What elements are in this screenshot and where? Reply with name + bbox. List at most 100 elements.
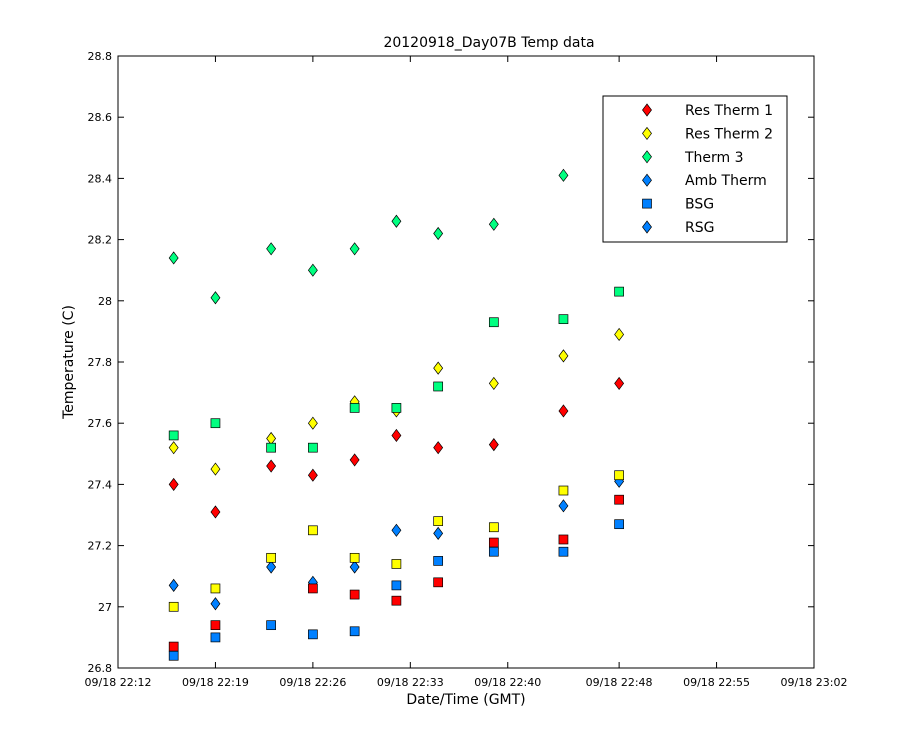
x-axis-title: Date/Time (GMT) [406, 692, 525, 708]
legend-marker [642, 103, 652, 117]
data-point [210, 620, 221, 631]
data-point [308, 583, 318, 594]
data-point [307, 416, 318, 430]
data-point [391, 595, 402, 606]
data-point [558, 314, 569, 325]
data-point [266, 459, 277, 473]
data-point [266, 620, 276, 631]
y-tick-label: 27.2 [88, 540, 113, 553]
legend-marker [642, 198, 652, 209]
legend: Res Therm 1 Res Therm 2 Therm 3 Amb Therm BS… [602, 95, 788, 243]
y-tick-label: 28.6 [88, 111, 113, 124]
legend-label: Res Therm 1 [685, 103, 773, 119]
data-point [349, 560, 360, 574]
legend-marker [642, 220, 652, 234]
x-tick-labels: 09/18 22:12 09/18 22:19 09/18 22:26 09/18 2… [85, 676, 848, 689]
axis-ticks [117, 55, 815, 669]
data-point [308, 629, 318, 640]
data-point [558, 499, 569, 513]
y-tick-label: 28.8 [88, 50, 113, 63]
data-point [391, 214, 402, 228]
data-point [210, 505, 221, 519]
data-point [433, 381, 444, 392]
data-point [210, 462, 221, 476]
data-point [614, 519, 624, 530]
x-tick-label: 09/18 22:55 [683, 676, 750, 689]
data-point [391, 403, 402, 413]
legend-label: BSG [685, 197, 714, 213]
data-point [210, 597, 221, 611]
data-point [488, 217, 499, 231]
data-point [349, 242, 360, 256]
data-point [433, 226, 444, 241]
legend-label: Amb Therm [685, 173, 767, 189]
data-point [614, 286, 624, 297]
data-point [210, 632, 221, 643]
data-point [266, 242, 277, 256]
data-point [307, 468, 318, 482]
data-points [168, 168, 625, 661]
x-tick-label: 09/18 22:33 [377, 676, 444, 689]
data-point [349, 453, 360, 467]
data-point [210, 583, 221, 594]
data-point [168, 601, 179, 612]
x-tick-label: 09/18 22:19 [182, 676, 249, 689]
data-point [433, 526, 444, 540]
data-point [488, 376, 499, 391]
data-point [488, 438, 499, 452]
y-tick-label: 27 [98, 601, 112, 614]
data-point [558, 534, 569, 545]
data-point [488, 546, 499, 557]
y-tick-label: 28.2 [88, 234, 113, 247]
data-point [433, 556, 444, 566]
y-tick-label: 26.8 [88, 662, 113, 675]
data-point [488, 317, 499, 328]
data-point [614, 376, 625, 391]
data-point [614, 470, 624, 481]
data-point [168, 650, 179, 661]
data-point [168, 477, 179, 491]
data-point [307, 263, 318, 277]
y-axis-title: Temperature (C) [61, 305, 77, 420]
data-point [558, 349, 569, 363]
data-point [488, 537, 499, 548]
legend-marker [642, 150, 652, 164]
data-point [266, 442, 276, 453]
data-point [349, 403, 360, 413]
data-point [391, 580, 402, 591]
legend-marker [642, 173, 652, 187]
data-point [308, 525, 318, 536]
data-point [433, 361, 444, 375]
y-tick-label: 27.8 [88, 356, 113, 369]
chart-title: 20120918_Day07B Temp data [383, 35, 594, 51]
x-tick-label: 09/18 22:12 [85, 676, 152, 689]
data-point [614, 327, 625, 342]
x-tick-label: 09/18 22:26 [279, 676, 346, 689]
data-point [349, 589, 360, 600]
data-point [391, 428, 402, 443]
data-point [168, 578, 179, 592]
data-point [391, 559, 402, 569]
data-point [558, 168, 569, 182]
data-point [433, 577, 444, 588]
y-tick-label: 27.4 [88, 478, 113, 491]
data-point [266, 552, 276, 563]
legend-label: Therm 3 [684, 150, 744, 166]
data-point [349, 626, 360, 637]
data-point [168, 430, 179, 441]
data-point [210, 291, 221, 305]
legend-box [602, 95, 788, 243]
x-tick-label: 09/18 22:48 [586, 676, 653, 689]
y-tick-label: 28.4 [88, 172, 113, 185]
data-point [308, 442, 318, 453]
legend-label: RSG [685, 220, 714, 236]
data-point [614, 494, 624, 505]
data-point [558, 485, 569, 496]
y-tick-labels: 26.8 27 27.2 27.4 27.6 27.8 28 28.2 28.4 28.6 28.8 [88, 50, 113, 675]
data-point [433, 441, 444, 455]
data-point [168, 441, 179, 455]
data-point [488, 522, 499, 533]
data-point [433, 516, 444, 526]
data-point [349, 552, 360, 563]
